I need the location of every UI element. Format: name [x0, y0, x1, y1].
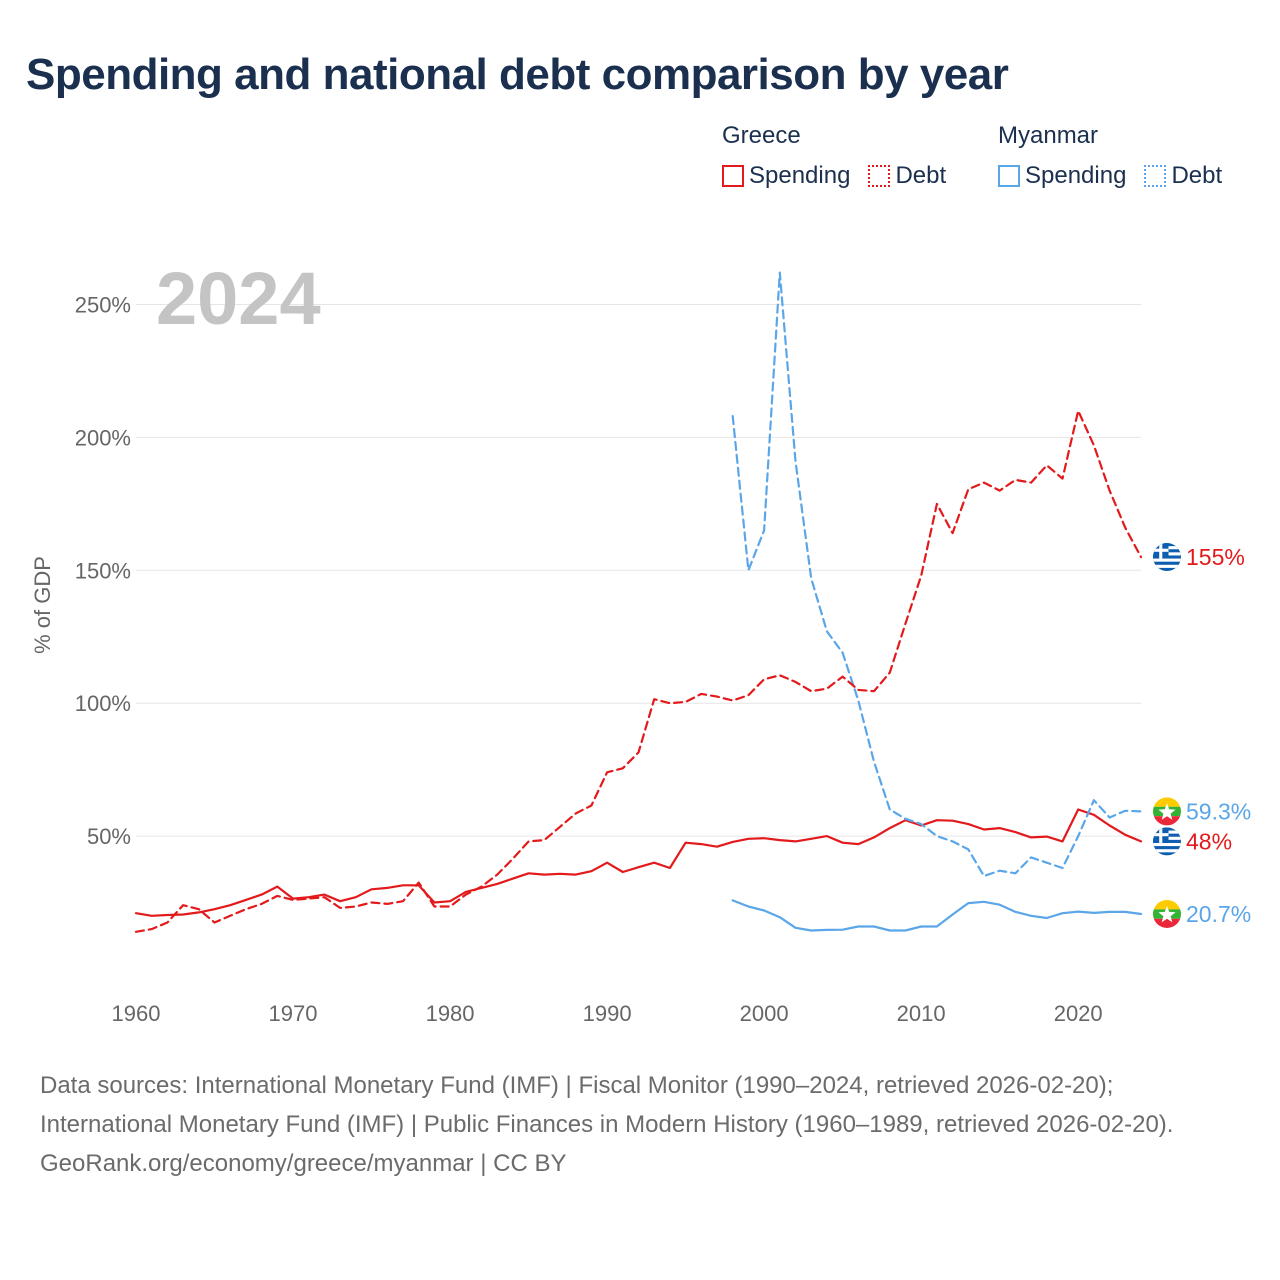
flag-stripe	[1153, 564, 1181, 568]
footer: Data sources: International Monetary Fun…	[40, 1066, 1240, 1183]
x-tick-label: 1960	[112, 1001, 161, 1026]
myanmar-debt-end-label: 59.3%	[1186, 798, 1251, 824]
year-label: 2024	[156, 257, 321, 340]
y-axis-label: % of GDP	[30, 556, 55, 654]
flag-band-red	[1153, 816, 1181, 826]
legend-swatch-solid	[998, 165, 1020, 187]
legend-swatch-dotted	[868, 165, 891, 187]
y-tick-label: 100%	[75, 691, 131, 716]
greece-debt-line	[134, 409, 1143, 933]
flag-body	[1153, 797, 1181, 826]
legend-greece-spending[interactable]: Spending	[722, 162, 850, 190]
flag-stripe	[1153, 849, 1181, 853]
x-tick-label: 1970	[269, 1001, 318, 1026]
legend-swatch-solid	[722, 165, 744, 187]
myanmar-spending-line	[731, 899, 1143, 932]
legend-swatch-dotted	[1144, 165, 1167, 187]
x-tick-label: 2000	[740, 1001, 789, 1026]
legend-myanmar-country: Myanmar	[998, 122, 1099, 149]
flag-star	[1158, 906, 1176, 923]
flag-star	[1158, 803, 1176, 820]
greece-flag-icon	[1153, 827, 1181, 856]
flag-band-yellow	[1153, 797, 1181, 807]
flag-body	[1153, 543, 1181, 572]
flag-band-red	[1153, 918, 1181, 928]
legend-label: Debt	[1171, 162, 1223, 189]
source-link[interactable]: GeoRank.org/economy/greece/myanmar | CC …	[40, 1150, 567, 1177]
flag-body	[1153, 827, 1181, 856]
x-tick-label: 2010	[897, 1001, 946, 1026]
data-sources: Data sources: International Monetary Fun…	[40, 1072, 1174, 1138]
y-tick-label: 250%	[75, 293, 131, 318]
greece-spending-end-label: 48%	[1186, 828, 1232, 854]
legend-greece-country: Greece	[722, 122, 801, 149]
legend-myanmar: Myanmar Spending Debt	[998, 122, 1222, 190]
legend-label: Spending	[749, 162, 851, 189]
flag-body	[1153, 899, 1181, 928]
greece-flag-icon	[1153, 543, 1181, 572]
flag-stripe	[1153, 842, 1181, 847]
y-tick-label: 200%	[75, 425, 131, 450]
flag-cross-v	[1159, 543, 1163, 559]
legend-myanmar-debt[interactable]: Debt	[1144, 162, 1222, 190]
legend-label: Debt	[895, 162, 947, 189]
x-tick-label: 1990	[583, 1001, 632, 1026]
x-tick-label: 1980	[426, 1001, 475, 1026]
myanmar-debt-line	[731, 271, 1143, 878]
greece-spending-line	[134, 808, 1143, 917]
myanmar-flag-icon	[1153, 797, 1181, 826]
flag-cross-v	[1159, 827, 1163, 843]
greece-debt-end-label: 155%	[1186, 544, 1245, 570]
legend-label: Spending	[1025, 162, 1127, 189]
x-tick-label: 2020	[1054, 1001, 1103, 1026]
y-tick-label: 150%	[75, 558, 131, 583]
legend-myanmar-spending[interactable]: Spending	[998, 162, 1126, 190]
myanmar-spending-end-label: 20.7%	[1186, 901, 1251, 927]
flag-band-yellow	[1153, 899, 1181, 910]
legend-greece-debt[interactable]: Debt	[868, 162, 946, 190]
myanmar-flag-icon	[1153, 899, 1181, 928]
y-tick-label: 50%	[87, 824, 131, 849]
line-chart: 50% 100% 150% 200% 250% 1960 1970 1980 1990 2000 2…	[30, 257, 1251, 1026]
legend-greece: Greece Spending Debt	[722, 122, 946, 190]
flag-stripe	[1153, 558, 1181, 562]
chart-title: Spending and national debt comparison by…	[26, 50, 1009, 99]
